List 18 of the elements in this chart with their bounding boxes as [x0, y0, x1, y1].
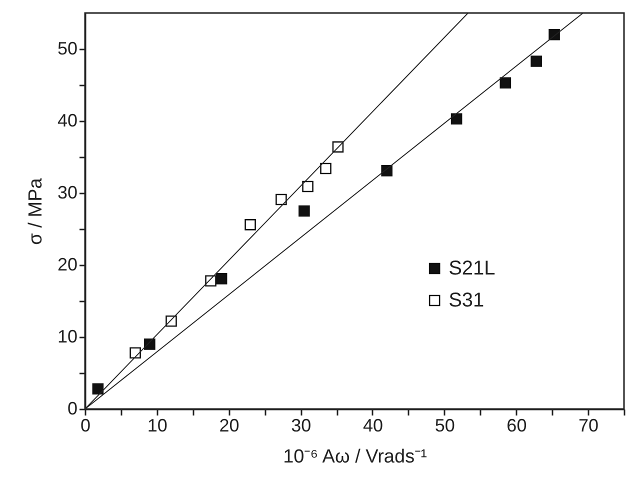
legend-label: S21L — [448, 258, 496, 280]
x-tick-label: 50 — [434, 416, 455, 436]
x-tick-label: 70 — [578, 416, 599, 436]
x-tick-label: 40 — [362, 416, 383, 436]
x-tick-label: 60 — [506, 416, 527, 436]
x-axis-title: 10⁻⁶ Aω / Vrads⁻¹ — [283, 446, 427, 468]
x-tick-label: 30 — [291, 416, 312, 436]
x-tick-label: 0 — [80, 416, 91, 436]
y-tick-label: 10 — [57, 326, 78, 346]
y-tick-label: 30 — [57, 182, 78, 202]
legend-label: S31 — [448, 290, 484, 312]
y-tick-label: 50 — [57, 38, 78, 58]
x-tick-label: 20 — [219, 416, 240, 436]
x-tick-label: 10 — [147, 416, 168, 436]
y-tick-label: 20 — [57, 254, 78, 274]
y-axis-title: σ / MPa — [25, 178, 46, 245]
y-tick-label: 40 — [57, 110, 78, 130]
y-tick-label: 0 — [67, 398, 78, 418]
